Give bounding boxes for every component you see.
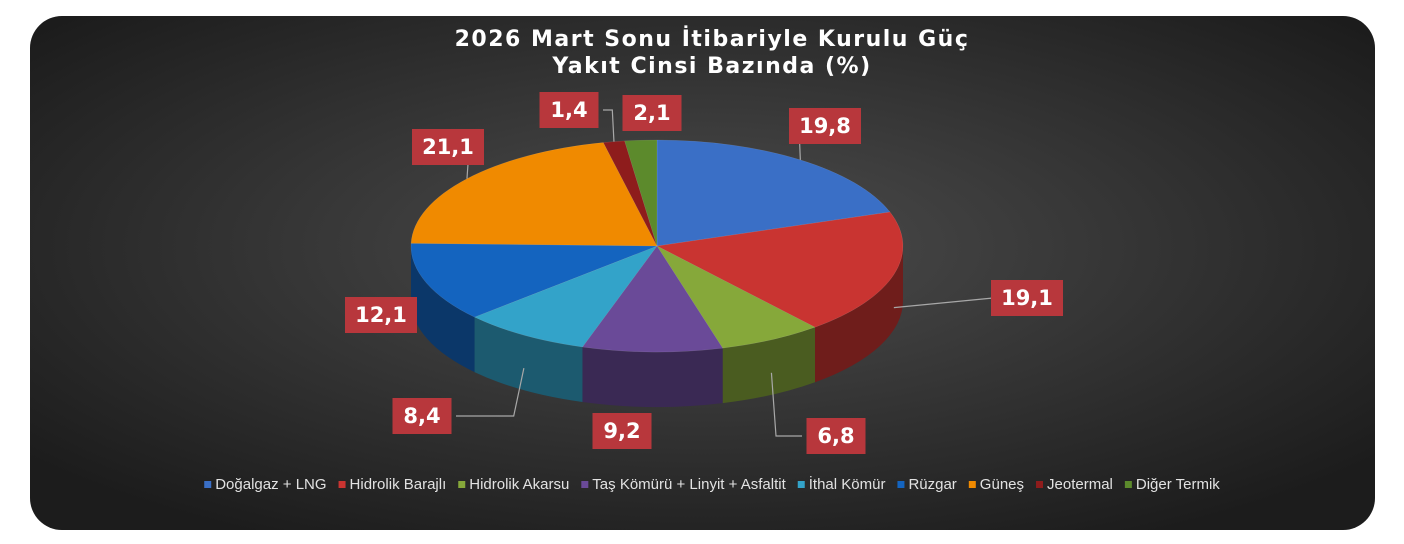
legend-label: Hidrolik Barajlı (350, 476, 447, 493)
value-label: 21,1 (422, 135, 474, 159)
legend-marker (338, 481, 346, 488)
value-label: 1,4 (550, 98, 587, 122)
value-label-box (622, 95, 682, 131)
slice-side (582, 347, 723, 407)
value-label-box (789, 108, 861, 144)
value-label-box (991, 280, 1063, 316)
slice-side (474, 317, 583, 403)
legend-label: Hidrolik Akarsu (469, 476, 569, 493)
value-label: 6,8 (817, 424, 854, 448)
slice (656, 139, 891, 247)
value-label-box (806, 418, 866, 454)
value-label: 8,4 (403, 404, 440, 428)
legend: Doğalgaz + LNG Hidrolik Barajlı Hidrolik A… (204, 475, 1220, 493)
leader-line (893, 297, 994, 309)
leader-line (770, 372, 802, 437)
legend-label: İthal Kömür (809, 475, 886, 493)
value-label-box (392, 398, 452, 434)
value-label-box (592, 413, 652, 449)
value-label-box (539, 92, 599, 128)
leader-line (456, 368, 525, 417)
slice (582, 245, 724, 353)
legend-marker (797, 481, 805, 488)
slice (410, 142, 658, 247)
value-label: 2,1 (633, 101, 670, 125)
slice-side (814, 246, 903, 383)
legend-marker (897, 481, 905, 488)
slice (656, 211, 904, 328)
value-label: 19,1 (1001, 286, 1053, 310)
slice (473, 245, 658, 348)
value-label: 9,2 (603, 419, 640, 443)
value-label: 19,8 (799, 114, 851, 138)
legend-marker (968, 481, 976, 488)
legend-label: Doğalgaz + LNG (215, 476, 326, 493)
chart-subtitle: Yakıt Cinsi Bazında (%) (551, 54, 871, 79)
slice (624, 139, 658, 247)
legend-label: Taş Kömürü + Linyit + Asfaltit (592, 476, 786, 493)
legend-label: Diğer Termik (1136, 476, 1220, 493)
value-label-box (412, 129, 484, 165)
slice (410, 243, 658, 318)
legend-marker (1036, 481, 1044, 488)
legend-label: Rüzgar (908, 476, 956, 493)
slice-side (411, 246, 475, 373)
legend-marker (458, 481, 466, 488)
legend-marker (204, 481, 212, 488)
legend-label: Jeotermal (1047, 476, 1113, 493)
legend-label: Güneş (980, 476, 1024, 493)
leader-line (603, 109, 615, 142)
slice-side (722, 327, 815, 404)
legend-marker (1124, 481, 1132, 488)
value-label: 12,1 (355, 303, 407, 327)
legend-marker (581, 481, 589, 488)
chart-title: 2026 Mart Sonu İtibariyle Kurulu Güç (455, 26, 970, 52)
slice (656, 245, 816, 349)
value-label-box (345, 297, 417, 333)
